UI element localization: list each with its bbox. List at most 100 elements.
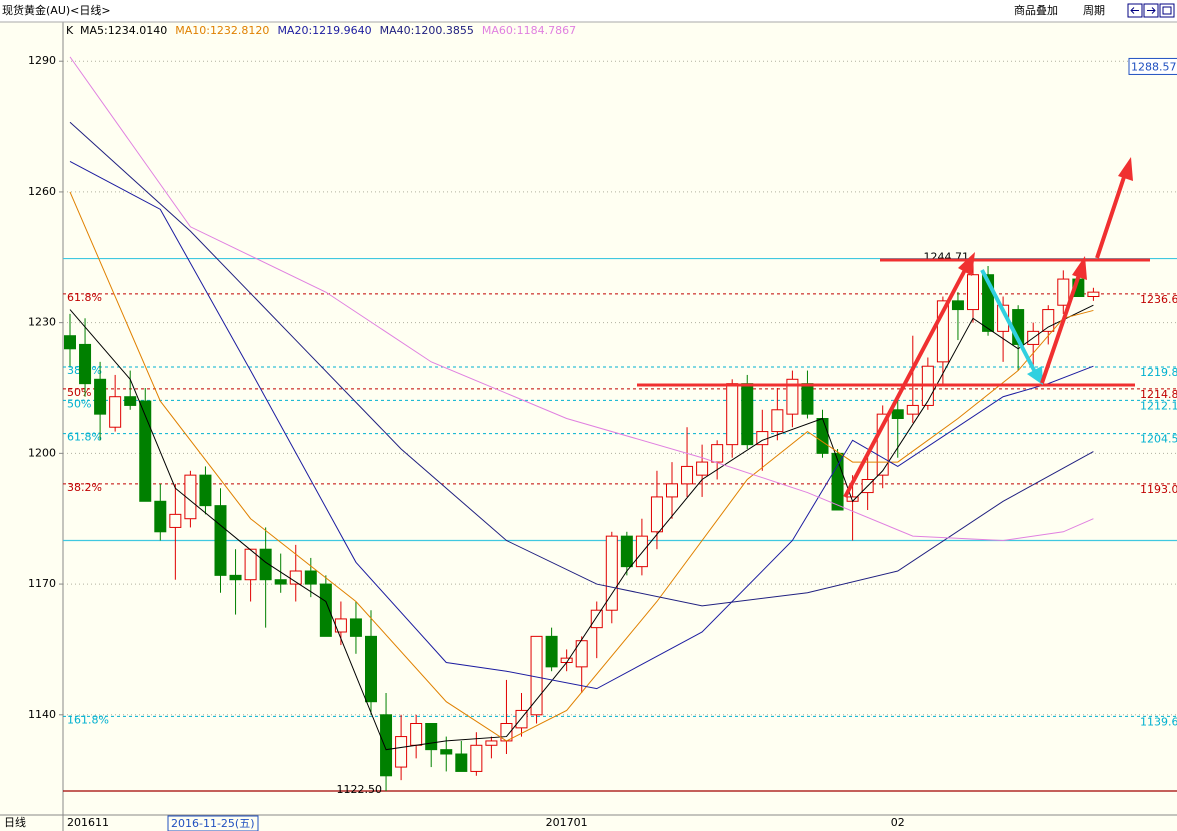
candle-body: [1087, 291, 1100, 297]
candle-body: [620, 535, 633, 568]
candle-body: [1042, 309, 1055, 332]
legend-entry: MA40:1200.3855: [380, 24, 474, 37]
candle-body: [696, 461, 709, 476]
candle-body: [936, 300, 949, 363]
candle-body: [470, 744, 483, 772]
x-axis-name: 日线: [4, 815, 26, 829]
drawn-arrow: [1095, 173, 1127, 259]
drawn-arrow: [1040, 271, 1082, 384]
nav-icons[interactable]: [1127, 3, 1175, 18]
ma-line: [69, 304, 1094, 751]
candle-body: [816, 418, 829, 454]
candle-body: [440, 749, 453, 755]
arrow-head: [1118, 157, 1133, 181]
candle-body: [967, 274, 979, 311]
fib-tag: 161.8%: [67, 713, 109, 726]
price-annotation: 1122.50: [337, 783, 383, 796]
nav-icon[interactable]: [1159, 3, 1175, 18]
candle-body: [349, 618, 362, 637]
candle-body: [650, 496, 663, 533]
candle-body: [605, 535, 618, 611]
legend-entry: MA5:1234.0140: [80, 24, 167, 37]
candle-body: [109, 396, 122, 428]
candle-body: [786, 378, 799, 415]
legend-entry: MA10:1232.8120: [175, 24, 269, 37]
candle-body: [259, 548, 272, 581]
drawn-annotations: [637, 157, 1150, 498]
candle-body: [485, 740, 498, 746]
toolbar-button[interactable]: 商品叠加: [1014, 3, 1058, 17]
candle-body: [124, 396, 137, 406]
candle-body: [169, 513, 182, 528]
y-tick-label: 1230: [28, 316, 56, 329]
candle-body: [395, 736, 408, 768]
candle-body: [711, 444, 724, 463]
candle-body: [410, 723, 423, 746]
candle-body: [666, 483, 678, 498]
fib-tag: 50%: [67, 397, 91, 410]
fib-tag: 61.8%: [67, 431, 102, 444]
ma-line: [69, 56, 1094, 542]
price-annotation: 1244.71: [924, 251, 970, 264]
drawn-arrow: [980, 269, 1037, 373]
candle-body: [771, 409, 784, 433]
candle-body: [94, 378, 107, 415]
candle-body: [951, 300, 964, 311]
candle-body: [575, 640, 588, 668]
price-box: [1128, 57, 1177, 75]
candle-body: [906, 404, 919, 415]
candle-body: [184, 474, 197, 520]
fib-value: 1139.63: [1140, 715, 1177, 728]
candle-body: [515, 709, 528, 729]
nav-icon-glyph: [1130, 7, 1139, 14]
candle-body: [982, 274, 995, 332]
arrow-head: [958, 252, 975, 276]
chart-title: 现货黄金(AU)<日线>: [2, 3, 111, 17]
fib-tag: 61.8%: [67, 291, 102, 304]
candle-body: [64, 335, 76, 350]
candle-body: [831, 452, 844, 511]
cursor-box: [167, 815, 259, 831]
cursor-label: 2016-11-25(五): [171, 817, 255, 830]
fib-value: 1204.53: [1140, 433, 1177, 446]
candle-body: [635, 535, 648, 568]
x-tick-label: 02: [891, 816, 905, 829]
y-tick-label: 1170: [28, 577, 56, 590]
candle-body: [530, 635, 543, 716]
candle-body: [590, 609, 603, 629]
ma-line: [69, 191, 1094, 742]
y-tick-label: 1200: [28, 446, 56, 459]
candle-body: [455, 753, 468, 772]
legend-prefix: K: [66, 24, 74, 37]
candle-body: [304, 570, 317, 585]
header-bar: [0, 0, 1177, 22]
y-tick-label: 1260: [28, 185, 56, 198]
candle-body: [139, 400, 152, 502]
candle-body: [741, 383, 754, 446]
candle-body: [199, 474, 212, 507]
fib-tag: 38.2%: [67, 481, 102, 494]
fib-value: 1236.61: [1140, 293, 1177, 306]
arrow-head: [1072, 256, 1087, 280]
candle-body: [425, 723, 438, 751]
toolbar-button[interactable]: 周期: [1083, 4, 1105, 17]
y-tick-label: 1140: [28, 708, 56, 721]
fib-value: 1219.82: [1140, 366, 1177, 379]
fib-value: 1212.16: [1140, 399, 1177, 412]
arrow-head: [1027, 366, 1043, 385]
plot-background: [63, 22, 1177, 815]
nav-icon-glyph: [1147, 7, 1156, 14]
candle-body: [801, 383, 814, 415]
fib-value: 1214.81: [1140, 388, 1177, 401]
candle-body: [79, 343, 92, 385]
price-box-label: 1288.57: [1131, 60, 1177, 73]
candle-body: [876, 413, 889, 476]
legend-entry: MA20:1219.9640: [277, 24, 371, 37]
drawn-arrow: [843, 267, 968, 498]
plot-layer: 1140 1170 1200 1230 1260 1290 61.8% 1236.61 38.2…: [28, 24, 1177, 829]
candle-body: [274, 579, 287, 585]
x-axis-background: [0, 815, 1177, 831]
y-tick-label: 1290: [28, 54, 56, 67]
candle-body: [681, 465, 694, 485]
